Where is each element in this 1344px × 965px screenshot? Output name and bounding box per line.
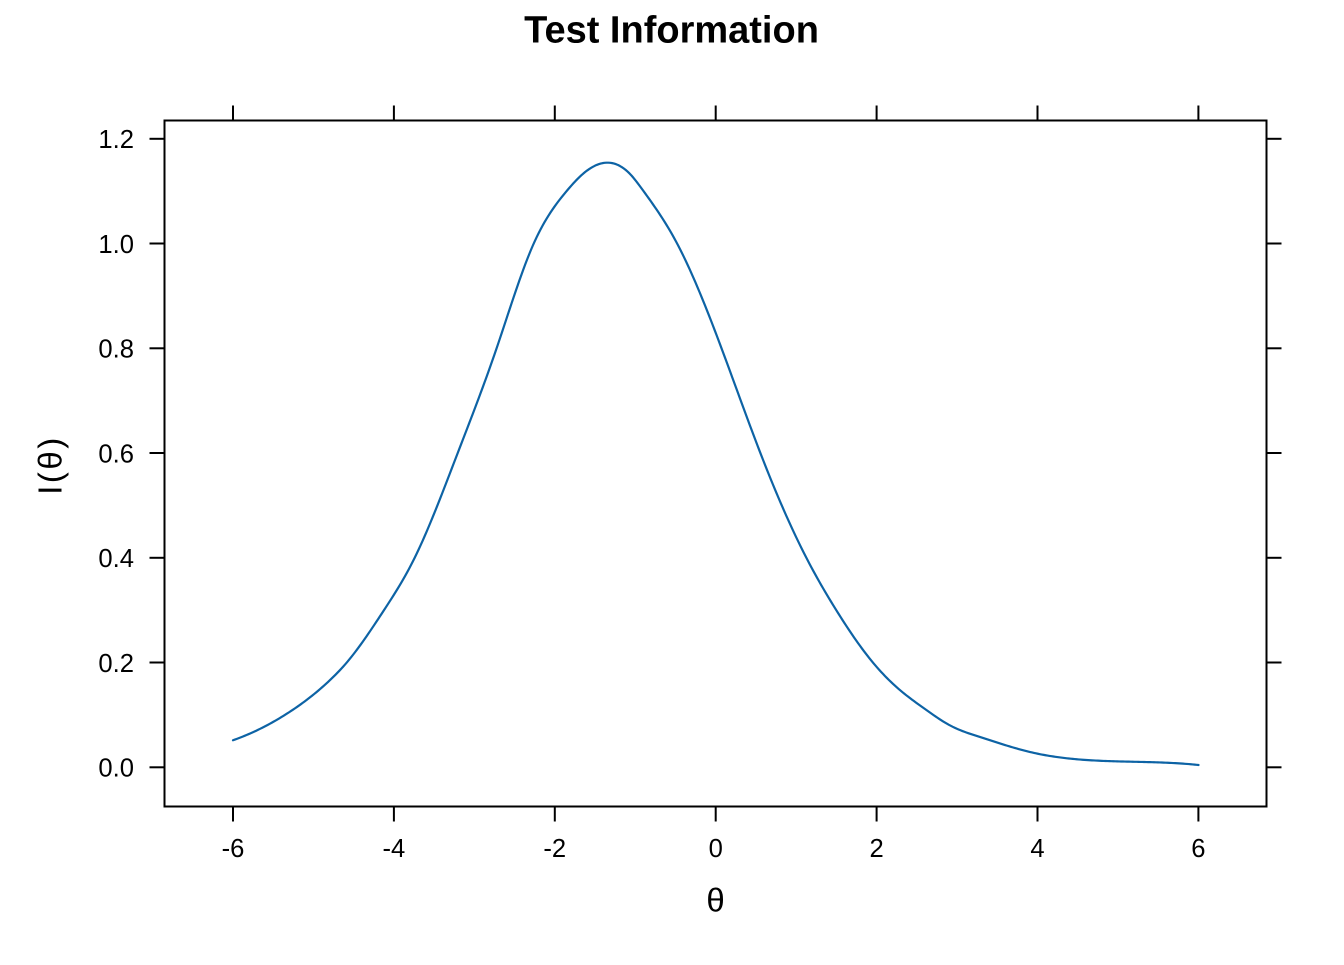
svg-text:-6: -6 [222, 835, 245, 863]
svg-text:Test Information: Test Information [524, 10, 819, 52]
svg-text:6: 6 [1191, 835, 1205, 863]
svg-text:0.2: 0.2 [98, 650, 134, 678]
svg-text:I(θ): I(θ) [32, 435, 69, 495]
svg-text:-4: -4 [383, 835, 406, 863]
svg-text:0.0: 0.0 [98, 755, 134, 783]
svg-text:0.6: 0.6 [98, 440, 134, 468]
svg-text:0.8: 0.8 [98, 336, 134, 364]
svg-text:0: 0 [709, 835, 723, 863]
svg-text:4: 4 [1030, 835, 1044, 863]
svg-text:θ: θ [706, 882, 724, 919]
svg-text:-2: -2 [543, 835, 566, 863]
svg-text:1.0: 1.0 [98, 231, 134, 259]
svg-text:1.2: 1.2 [98, 126, 134, 154]
svg-text:0.4: 0.4 [98, 545, 134, 573]
svg-text:2: 2 [869, 835, 883, 863]
